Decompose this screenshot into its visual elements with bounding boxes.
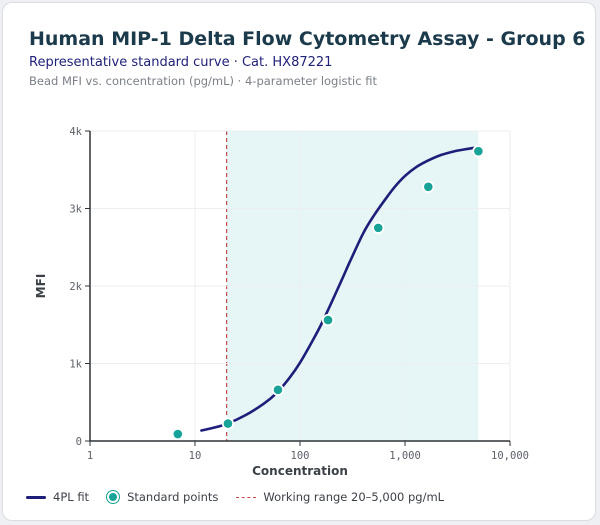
y-tick-label: 0	[76, 436, 82, 448]
standard-point	[422, 180, 435, 193]
standard-point	[221, 417, 235, 430]
standard-point	[321, 313, 335, 327]
y-axis-title: MFI	[34, 274, 48, 299]
legend-fit-label: 4PL fit	[53, 490, 90, 504]
legend-points-label: Standard points	[127, 490, 219, 504]
axes-layer	[85, 130, 511, 446]
x-tick-label: 10,000	[491, 450, 529, 462]
x-axis-title: Concentration	[252, 464, 348, 478]
points-layer	[171, 145, 485, 441]
labels-layer: 0 1k 2k 3k 4k 1 10 100 1,000 10,000 Concentration M…	[34, 126, 529, 478]
legend-item-range: Working range 20–5,000 pg/mL	[236, 490, 444, 504]
x-tick-label: 10	[189, 450, 202, 462]
chart-title: Human MIP-1 Delta Flow Cytometry Assay -…	[29, 28, 586, 50]
fit-layer	[200, 146, 480, 432]
fit-curve	[200, 146, 480, 432]
x-tick-label: 1	[87, 450, 93, 462]
x-tick-label: 100	[291, 450, 310, 462]
chart-legend: 4PL fit Standard points Working range 20…	[26, 488, 462, 506]
legend-item-fit: 4PL fit	[26, 490, 89, 504]
y-tick-label: 2k	[69, 281, 82, 293]
legend-item-points: Standard points	[107, 490, 218, 504]
standard-point	[271, 383, 285, 396]
point-marker-swatch	[107, 491, 120, 503]
y-tick-label: 4k	[69, 126, 82, 138]
range-line-swatch	[236, 496, 257, 498]
y-tick-label: 3k	[69, 204, 82, 216]
standard-point	[372, 221, 385, 234]
chart-caption: Bead MFI vs. concentration (pg/mL) · 4-p…	[29, 74, 377, 88]
x-tick-label: 1,000	[389, 450, 421, 462]
standard-point	[171, 427, 184, 441]
standard-point	[472, 145, 485, 158]
legend-range-label: Working range 20–5,000 pg/mL	[263, 490, 445, 504]
fit-line-swatch	[26, 495, 46, 499]
chart-subtitle: Representative standard curve · Cat. HX8…	[29, 55, 333, 70]
y-tick-label: 1k	[69, 359, 82, 371]
